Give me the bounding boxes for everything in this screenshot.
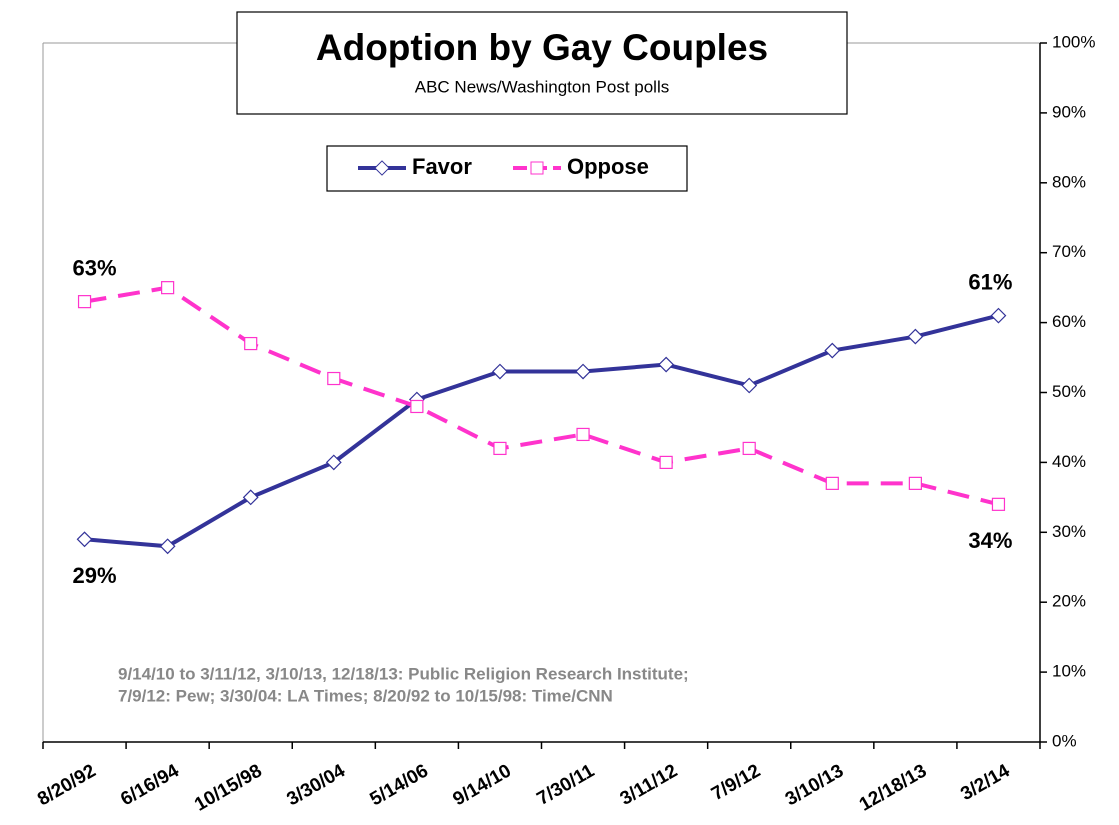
x-tick-label: 3/30/04 [283, 760, 349, 810]
title-box [236, 11, 848, 115]
y-tick-label: 80% [1052, 172, 1086, 191]
marker [76, 531, 93, 548]
x-tick-label: 8/20/92 [34, 760, 99, 810]
marker [242, 489, 259, 506]
data-label: 34% [968, 528, 1012, 553]
marker [576, 427, 590, 442]
legend-marker [374, 160, 390, 176]
x-tick-label: 12/18/13 [856, 760, 931, 815]
x-tick-label: 7/9/12 [708, 760, 764, 805]
x-tick-label: 10/15/98 [191, 760, 266, 815]
y-tick-label: 10% [1052, 662, 1086, 681]
marker [77, 295, 92, 309]
legend-marker [530, 161, 544, 175]
y-tick-label: 40% [1052, 452, 1086, 471]
marker [990, 307, 1007, 324]
marker [159, 538, 176, 555]
marker [492, 363, 508, 380]
x-tick-label: 3/11/12 [617, 760, 681, 809]
legend-label: Favor [412, 154, 472, 179]
source-note: 9/14/10 to 3/11/12, 3/10/13, 12/18/13: P… [118, 664, 689, 683]
marker [741, 377, 758, 394]
marker [659, 455, 673, 469]
data-label: 63% [73, 255, 117, 280]
chart-subtitle: ABC News/Washington Post polls [415, 77, 669, 96]
y-tick-label: 30% [1052, 522, 1086, 541]
marker [410, 399, 424, 414]
data-label: 29% [73, 563, 117, 588]
x-tick-label: 3/10/13 [782, 760, 847, 810]
series-line [84, 313, 999, 549]
marker [575, 363, 591, 380]
marker [493, 441, 507, 456]
marker [907, 328, 924, 345]
y-tick-label: 50% [1052, 382, 1086, 401]
y-tick-label: 0% [1052, 731, 1077, 750]
marker [991, 497, 1006, 511]
marker [824, 342, 841, 359]
marker [908, 476, 922, 490]
y-tick-label: 70% [1052, 242, 1086, 261]
chart-title: Adoption by Gay Couples [316, 27, 768, 68]
series-line [84, 285, 999, 507]
x-tick-label: 6/16/94 [117, 760, 183, 810]
marker [161, 281, 175, 295]
marker [327, 371, 341, 386]
legend-label: Oppose [567, 154, 649, 179]
source-note: 7/9/12: Pew; 3/30/04: LA Times; 8/20/92 … [118, 686, 613, 705]
data-label: 61% [968, 269, 1012, 294]
y-tick-label: 60% [1052, 312, 1086, 331]
x-tick-label: 3/2/14 [957, 760, 1014, 805]
marker [658, 356, 675, 373]
marker [825, 476, 839, 490]
y-tick-label: 100% [1052, 32, 1095, 51]
y-tick-label: 90% [1052, 102, 1086, 121]
y-tick-label: 20% [1052, 592, 1086, 611]
marker [244, 336, 258, 351]
x-tick-label: 7/30/11 [534, 760, 599, 810]
marker [325, 454, 342, 471]
marker [742, 441, 756, 456]
x-tick-label: 9/14/10 [450, 760, 515, 810]
x-tick-label: 5/14/06 [366, 760, 431, 810]
